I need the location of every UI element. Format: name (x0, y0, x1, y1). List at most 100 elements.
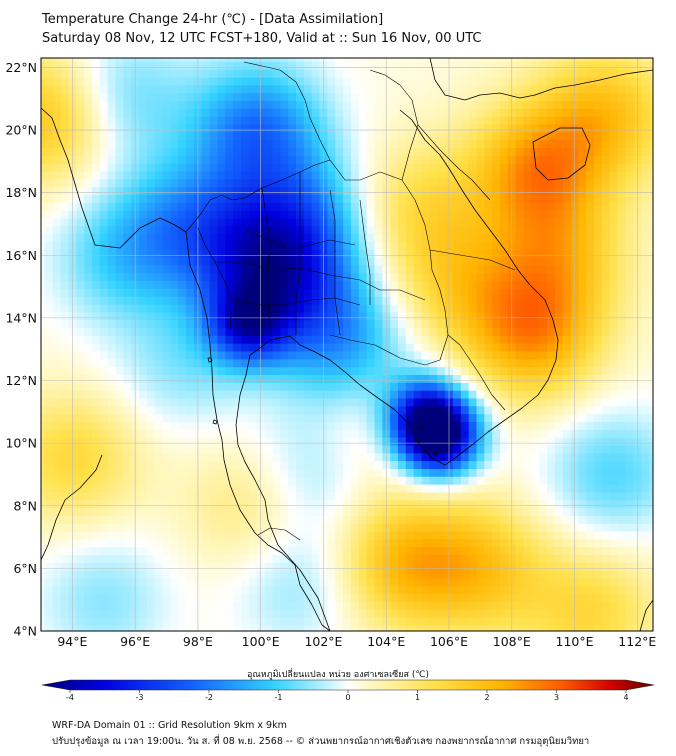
field-cell (562, 453, 572, 462)
field-cell (256, 422, 266, 431)
field-cell (248, 288, 258, 298)
field-cell (256, 132, 266, 141)
field-cell (84, 179, 93, 188)
field-cell (421, 445, 430, 454)
field-cell (641, 523, 650, 533)
field-cell (484, 422, 493, 431)
field-cell (272, 242, 281, 251)
field-cell (186, 508, 195, 517)
field-cell (554, 58, 564, 63)
field-cell (452, 148, 462, 157)
field-cell (76, 187, 85, 196)
field-cell (343, 398, 352, 407)
field-cell (649, 328, 653, 337)
field-cell (186, 148, 195, 157)
field-cell (186, 476, 195, 486)
field-cell (99, 375, 109, 384)
field-cell (52, 390, 62, 400)
field-cell (209, 476, 219, 486)
field-cell (594, 437, 603, 447)
field-cell (44, 390, 54, 400)
field-cell (554, 234, 564, 243)
field-cell (280, 492, 289, 501)
field-cell (123, 422, 132, 431)
field-cell (170, 69, 179, 79)
field-cell (327, 531, 336, 540)
field-cell (390, 375, 399, 384)
field-cell (649, 77, 653, 86)
field-cell (154, 343, 164, 353)
field-cell (617, 469, 627, 478)
field-cell (641, 492, 650, 501)
field-cell (429, 343, 438, 353)
field-cell (586, 304, 595, 313)
field-cell (492, 202, 501, 212)
field-cell (366, 210, 375, 219)
field-cell (343, 351, 352, 360)
field-cell (84, 155, 93, 165)
field-cell (201, 234, 211, 243)
field-cell (241, 108, 250, 118)
field-cell (256, 69, 266, 79)
field-cell (327, 85, 336, 94)
field-cell (609, 476, 619, 486)
field-cell (84, 398, 93, 407)
field-cell (201, 375, 211, 384)
field-cell (99, 85, 109, 94)
field-cell (209, 77, 219, 86)
field-cell (99, 351, 109, 360)
field-cell (452, 343, 462, 353)
field-cell (476, 85, 485, 94)
field-cell (492, 367, 501, 376)
field-cell (217, 414, 226, 423)
field-cell (641, 359, 650, 368)
field-cell (335, 320, 344, 329)
field-cell (84, 85, 93, 94)
field-cell (531, 77, 540, 86)
field-cell (562, 359, 572, 368)
field-cell (84, 132, 93, 141)
field-cell (476, 382, 485, 392)
field-cell (531, 234, 540, 243)
field-cell (374, 398, 383, 407)
field-cell (374, 101, 383, 110)
field-cell (366, 351, 375, 360)
field-cell (123, 288, 132, 298)
field-cell (484, 163, 493, 173)
field-cell (115, 296, 124, 306)
field-cell (617, 390, 627, 400)
field-cell (92, 58, 101, 63)
field-cell (201, 265, 211, 274)
field-cell (256, 58, 266, 63)
field-cell (41, 140, 46, 149)
field-cell (609, 335, 619, 345)
field-cell (586, 234, 595, 243)
field-cell (76, 296, 85, 306)
field-cell (594, 367, 603, 376)
field-cell (562, 414, 572, 423)
field-cell (115, 304, 124, 313)
field-cell (256, 288, 266, 298)
field-cell (60, 320, 69, 329)
field-cell (76, 375, 85, 384)
field-cell (115, 406, 124, 415)
field-cell (115, 257, 124, 266)
field-cell (52, 437, 62, 447)
field-cell (280, 375, 289, 384)
field-cell (241, 406, 250, 415)
field-cell (303, 429, 313, 439)
field-cell (625, 539, 634, 548)
field-cell (84, 414, 93, 423)
field-cell (170, 367, 179, 376)
field-cell (350, 124, 360, 133)
field-cell (99, 132, 109, 141)
field-cell (617, 398, 627, 407)
field-cell (547, 58, 556, 63)
field-cell (327, 343, 336, 353)
field-cell (170, 437, 179, 447)
field-cell (280, 296, 289, 306)
field-cell (460, 58, 470, 63)
field-cell (76, 148, 85, 157)
field-cell (358, 335, 368, 345)
field-cell (390, 163, 399, 173)
